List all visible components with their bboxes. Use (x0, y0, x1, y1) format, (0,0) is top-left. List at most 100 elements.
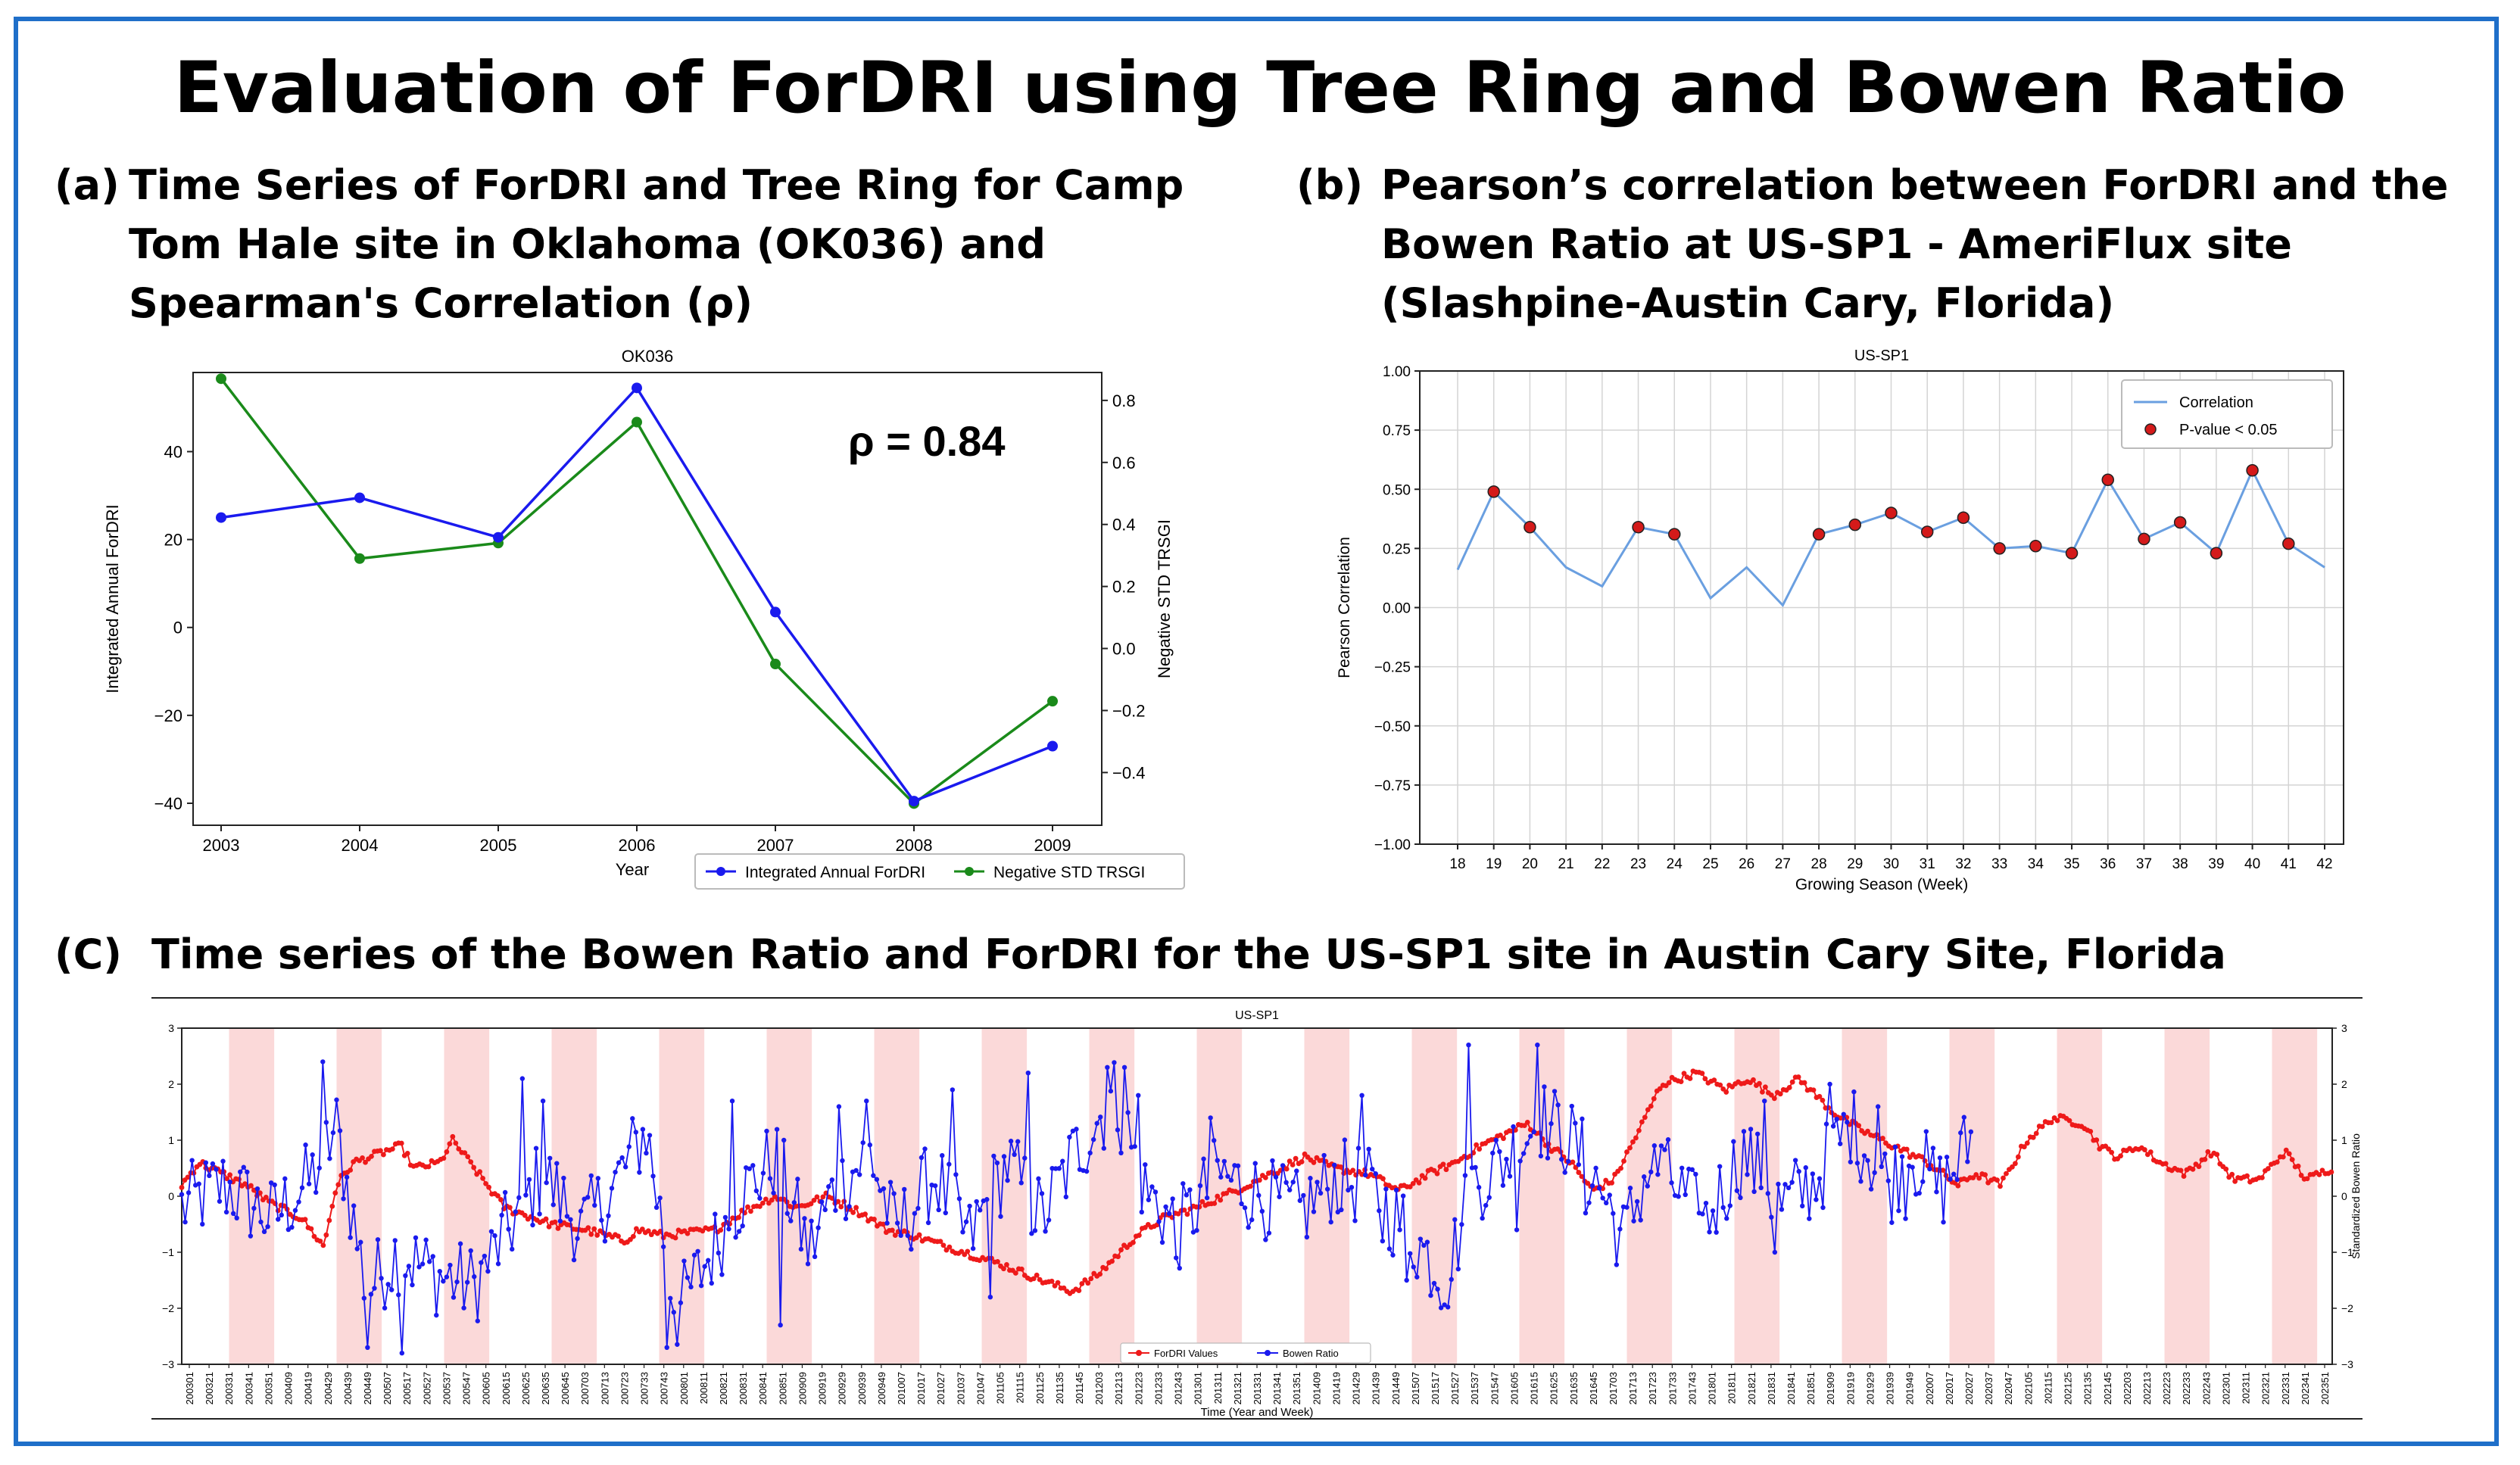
bowen-point (1039, 1191, 1045, 1196)
bowen-point (1476, 1185, 1482, 1190)
fordri-point (1131, 1239, 1136, 1245)
fordri-point (1771, 1096, 1777, 1102)
bowen-point (1335, 1209, 1340, 1215)
fordri-point (2265, 1166, 2271, 1171)
fordri-point (1407, 1184, 1413, 1189)
bowen-point (254, 1186, 260, 1192)
bowen-point (1600, 1195, 1605, 1201)
bowen-point (196, 1181, 201, 1186)
bowen-point (630, 1116, 635, 1121)
bowen-point (1627, 1186, 1633, 1191)
bowen-point (1438, 1305, 1444, 1311)
fordri-point (639, 1227, 645, 1232)
bowen-point (1386, 1246, 1393, 1251)
fordri-point (495, 1193, 501, 1198)
fordri-point (2141, 1147, 2147, 1152)
bowen-point (1800, 1203, 1805, 1209)
bowen-point (547, 1155, 553, 1161)
fordri-point (1477, 1146, 1483, 1152)
x-tick-label: 201341 (1271, 1372, 1283, 1404)
bowen-point (1098, 1114, 1103, 1120)
fordri-point (1820, 1097, 1826, 1103)
x-tick-label: 201213 (1113, 1372, 1124, 1404)
bowen-point (1927, 1166, 1932, 1172)
bowen-point (258, 1219, 264, 1225)
fordri-point (1856, 1123, 1862, 1129)
y-tick-label: 1 (168, 1134, 174, 1146)
fordri-point (1218, 1197, 1224, 1203)
bowen-point (719, 1272, 725, 1277)
bowen-point (1163, 1204, 1168, 1210)
significant-point (1993, 542, 2006, 555)
bowen-point (265, 1223, 270, 1230)
significant-point (2173, 516, 2187, 529)
x-tick-label: 201723 (1647, 1372, 1658, 1404)
fordri-point (2319, 1167, 2325, 1174)
fordri-point (1801, 1080, 1807, 1086)
fordri-point (1687, 1076, 1693, 1081)
y-tick-label: 20 (164, 531, 182, 550)
bowen-point (1500, 1183, 1506, 1188)
fordri-point (1224, 1190, 1230, 1196)
significant-point (2101, 473, 2114, 486)
bowen-point (1411, 1264, 1416, 1270)
bowen-point (1029, 1231, 1034, 1236)
x-tick-label: 200909 (797, 1372, 808, 1404)
bowen-point (375, 1237, 381, 1242)
bowen-point (953, 1172, 959, 1177)
bowen-point (379, 1276, 384, 1281)
bowen-point (1817, 1176, 1823, 1181)
x-tick-label: 201841 (1786, 1372, 1797, 1404)
bowen-point (1720, 1205, 1726, 1211)
y-tick-label: 3 (168, 1022, 174, 1034)
x-tick-label: 200419 (303, 1372, 314, 1404)
bowen-point (1015, 1139, 1021, 1144)
fordri-point (179, 1185, 185, 1190)
y-axis-label: Integrated Annual ForDRI (103, 504, 122, 693)
fordri-point (2328, 1169, 2334, 1175)
bowen-point (1404, 1277, 1409, 1283)
bowen-point (1703, 1200, 1709, 1206)
bowen-point (526, 1177, 532, 1183)
fordri-point (486, 1184, 491, 1190)
x-axis-label: Growing Season (Week) (1795, 876, 1968, 893)
fordri-point (456, 1146, 462, 1152)
fordri-point (404, 1151, 410, 1156)
fordri-point (1118, 1247, 1124, 1253)
bowen-point (1235, 1163, 1241, 1169)
fordri-point (853, 1205, 859, 1211)
bowen-point (1548, 1121, 1554, 1127)
bowen-point (1442, 1302, 1447, 1308)
bowen-point (1056, 1166, 1062, 1171)
bowen-point (750, 1163, 756, 1168)
significant-point (2210, 547, 2223, 560)
bowen-point (633, 1130, 639, 1135)
fordri-point (543, 1216, 549, 1222)
fordri-point (468, 1159, 474, 1165)
bowen-point (1380, 1239, 1386, 1244)
x-tick-label: 200301 (184, 1372, 195, 1404)
x-tick-label: 201115 (1015, 1372, 1026, 1403)
bowen-point (1397, 1227, 1402, 1233)
bowen-point (561, 1175, 566, 1181)
x-tick-label: 200851 (777, 1372, 788, 1404)
bowen-point (1215, 1158, 1220, 1163)
bowen-point (1170, 1196, 1175, 1202)
bowen-point (1025, 1071, 1031, 1076)
legend-box (2121, 379, 2333, 449)
fordri-point (965, 1248, 971, 1255)
fordri-point (311, 1233, 317, 1239)
bowen-point (1277, 1194, 1282, 1199)
x-tick-label: 202301 (2220, 1372, 2232, 1404)
bowen-point (905, 1233, 910, 1239)
legend-label-pvalue: P-value < 0.05 (2179, 422, 2278, 438)
bowen-point (847, 1204, 852, 1209)
x-tick-label: 22 (1594, 856, 1610, 872)
fordri-point (2304, 1176, 2310, 1182)
bowen-point (1328, 1219, 1333, 1225)
bowen-point (306, 1181, 312, 1186)
bowen-point (1159, 1239, 1165, 1245)
y2-axis-label: Standardized Bowen Ratio (2350, 1133, 2362, 1259)
fordri-point (1570, 1159, 1576, 1165)
fordri-point (1636, 1127, 1642, 1133)
